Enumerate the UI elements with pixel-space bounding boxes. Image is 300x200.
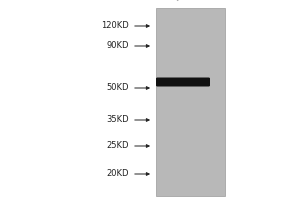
Text: 120KD: 120KD bbox=[101, 21, 129, 30]
Text: 25KD: 25KD bbox=[106, 142, 129, 150]
Text: 50KD: 50KD bbox=[106, 83, 129, 92]
Text: 90KD: 90KD bbox=[106, 42, 129, 50]
Text: 35KD: 35KD bbox=[106, 116, 129, 124]
Text: SH-SY5Y: SH-SY5Y bbox=[172, 0, 203, 2]
Text: 20KD: 20KD bbox=[106, 170, 129, 178]
FancyBboxPatch shape bbox=[156, 77, 210, 86]
Bar bbox=[156, 8, 225, 196]
